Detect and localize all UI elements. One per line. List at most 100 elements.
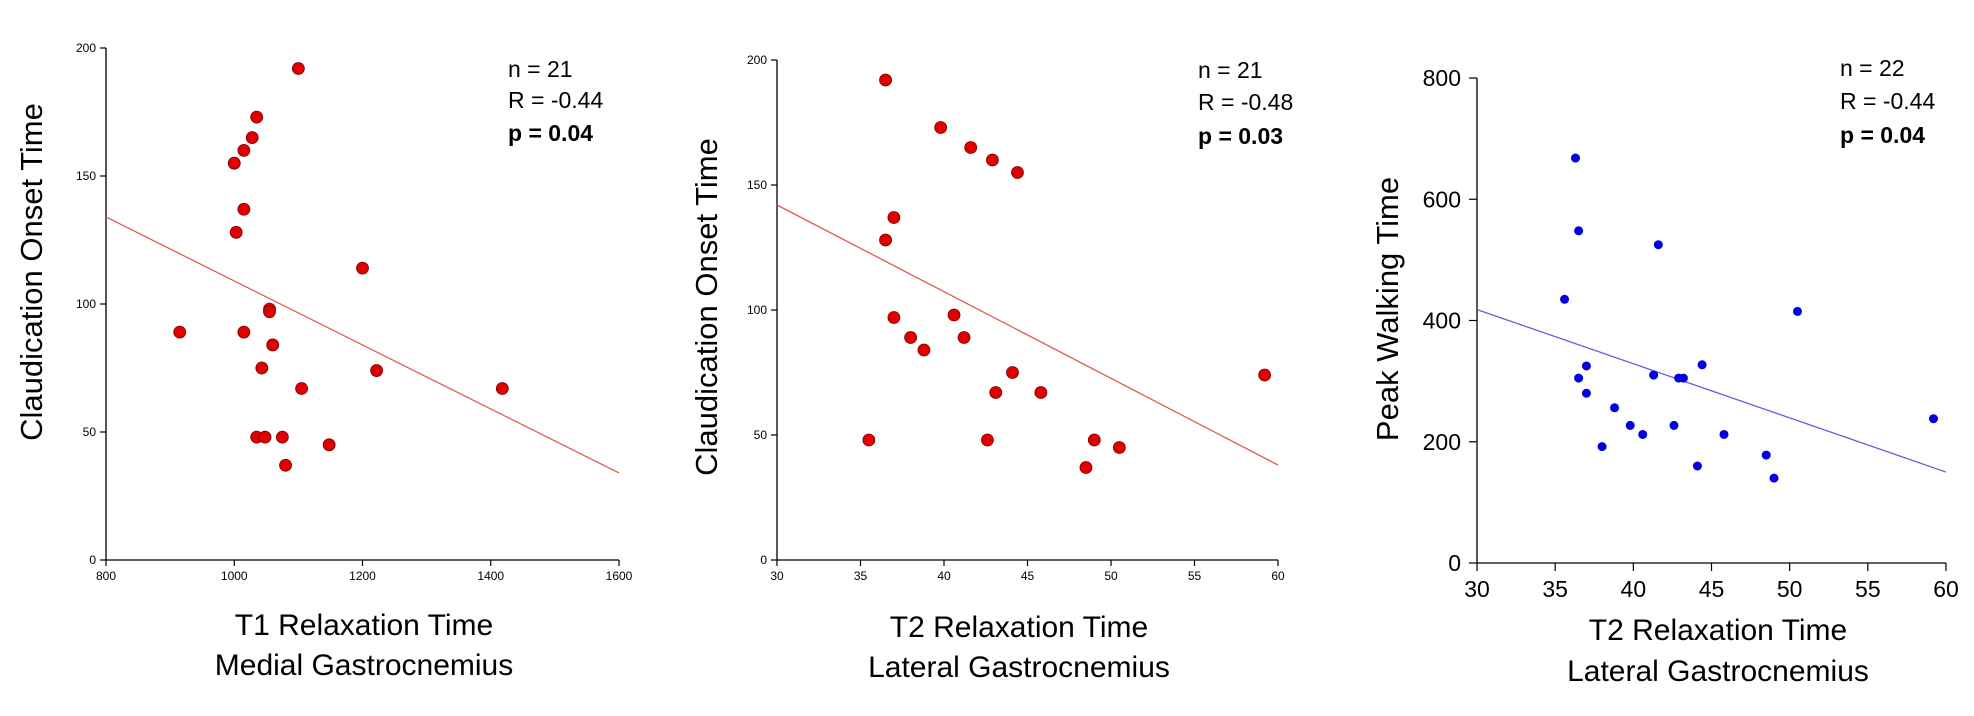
y-tick-label: 600 xyxy=(1423,186,1461,212)
chart-3: Peak Walking Time T2 Relaxation Time Lat… xyxy=(1370,55,1959,688)
data-point xyxy=(1574,373,1584,383)
chart-2-xlabel-2: Lateral Gastrocnemius xyxy=(868,651,1170,684)
x-tick-label: 30 xyxy=(1464,576,1490,602)
data-point xyxy=(1079,461,1093,474)
data-point xyxy=(1581,388,1591,398)
data-point xyxy=(1769,473,1779,483)
x-tick-label: 1000 xyxy=(221,569,248,583)
chart-1-ylabel: Claudication Onset Time xyxy=(14,103,49,441)
data-point xyxy=(1597,442,1607,452)
data-point xyxy=(1560,294,1570,304)
x-tick-label: 1600 xyxy=(606,569,633,583)
data-point xyxy=(862,433,876,447)
data-point xyxy=(947,308,961,322)
data-point xyxy=(887,311,901,324)
data-point xyxy=(1669,420,1679,430)
chart-3-xlabel-2: Lateral Gastrocnemius xyxy=(1567,655,1869,688)
data-point xyxy=(237,143,251,157)
data-point xyxy=(1928,414,1938,424)
chart-3-stat-n: n = 22 xyxy=(1840,55,1905,81)
data-point xyxy=(1581,361,1591,371)
y-tick-label: 100 xyxy=(747,303,767,317)
chart-2-ylabel: Claudication Onset Time xyxy=(689,138,724,476)
data-point xyxy=(258,430,272,444)
data-point xyxy=(263,305,276,319)
data-point xyxy=(237,325,251,339)
data-point xyxy=(279,458,292,472)
data-point xyxy=(1638,429,1648,439)
data-point xyxy=(229,225,243,239)
y-tick-label: 100 xyxy=(76,297,96,311)
data-point xyxy=(1653,240,1663,250)
chart-1-stat-n: n = 21 xyxy=(508,56,573,82)
x-tick-label: 35 xyxy=(1542,576,1568,602)
data-point xyxy=(237,202,251,216)
data-point xyxy=(255,361,269,375)
y-tick-label: 200 xyxy=(747,53,767,67)
data-point xyxy=(989,386,1003,399)
data-point xyxy=(1719,429,1729,439)
data-point xyxy=(356,261,369,275)
x-tick-label: 35 xyxy=(854,569,868,583)
regression-line xyxy=(1476,308,1947,473)
chart-3-stat-p: p = 0.04 xyxy=(1840,122,1925,148)
x-tick-label: 60 xyxy=(1933,576,1959,602)
data-point xyxy=(1258,368,1272,382)
y-tick-label: 0 xyxy=(89,553,96,567)
data-point xyxy=(1697,360,1707,370)
y-tick-label: 150 xyxy=(76,169,96,183)
data-point xyxy=(964,141,978,154)
y-tick-label: 0 xyxy=(760,553,767,567)
data-point xyxy=(917,343,931,357)
data-point xyxy=(887,211,901,224)
data-point xyxy=(879,73,892,87)
data-point xyxy=(1034,386,1048,399)
regression-line xyxy=(105,216,620,474)
y-tick-label: 200 xyxy=(76,41,96,55)
chart-1-stat-r: R = -0.44 xyxy=(508,87,603,113)
chart-2-stat-r: R = -0.48 xyxy=(1198,89,1293,115)
x-tick-label: 40 xyxy=(937,569,951,583)
x-tick-label: 45 xyxy=(1699,576,1725,602)
chart-3-xlabel: T2 Relaxation Time xyxy=(1589,614,1847,647)
data-point xyxy=(1792,306,1802,316)
x-tick-label: 50 xyxy=(1104,569,1118,583)
chart-2-stat-n: n = 21 xyxy=(1198,57,1263,83)
data-point xyxy=(173,325,187,339)
x-tick-label: 60 xyxy=(1271,569,1285,583)
data-point xyxy=(322,438,336,452)
data-point xyxy=(275,430,289,444)
data-point xyxy=(266,338,280,352)
x-tick-label: 55 xyxy=(1855,576,1881,602)
data-point xyxy=(227,156,241,170)
data-point xyxy=(1625,420,1635,430)
data-point xyxy=(1087,433,1101,447)
data-point xyxy=(981,433,994,447)
chart-1-xlabel-2: Medial Gastrocnemius xyxy=(215,649,513,682)
x-tick-label: 1200 xyxy=(349,569,376,583)
y-tick-label: 400 xyxy=(1423,308,1461,334)
data-point xyxy=(1011,166,1024,179)
data-point xyxy=(957,331,971,344)
chart-2: Claudication Onset Time T2 Relaxation Ti… xyxy=(689,53,1293,684)
data-point xyxy=(1610,403,1620,413)
data-point xyxy=(1678,373,1688,383)
chart-1-stat-p: p = 0.04 xyxy=(508,120,593,146)
chart-2-stat-p: p = 0.03 xyxy=(1198,123,1283,149)
chart-1-xlabel: T1 Relaxation Time xyxy=(235,609,493,642)
x-tick-label: 50 xyxy=(1777,576,1803,602)
data-point xyxy=(904,331,917,344)
y-tick-label: 50 xyxy=(754,428,768,442)
x-tick-label: 30 xyxy=(770,569,784,583)
data-point xyxy=(245,131,259,145)
data-point xyxy=(295,382,308,395)
data-point xyxy=(370,364,384,377)
chart-3-stat-r: R = -0.44 xyxy=(1840,88,1935,114)
data-point xyxy=(986,153,999,167)
data-point xyxy=(291,62,305,75)
data-point xyxy=(1692,461,1702,471)
y-tick-label: 50 xyxy=(83,425,97,439)
data-point xyxy=(1570,153,1580,163)
